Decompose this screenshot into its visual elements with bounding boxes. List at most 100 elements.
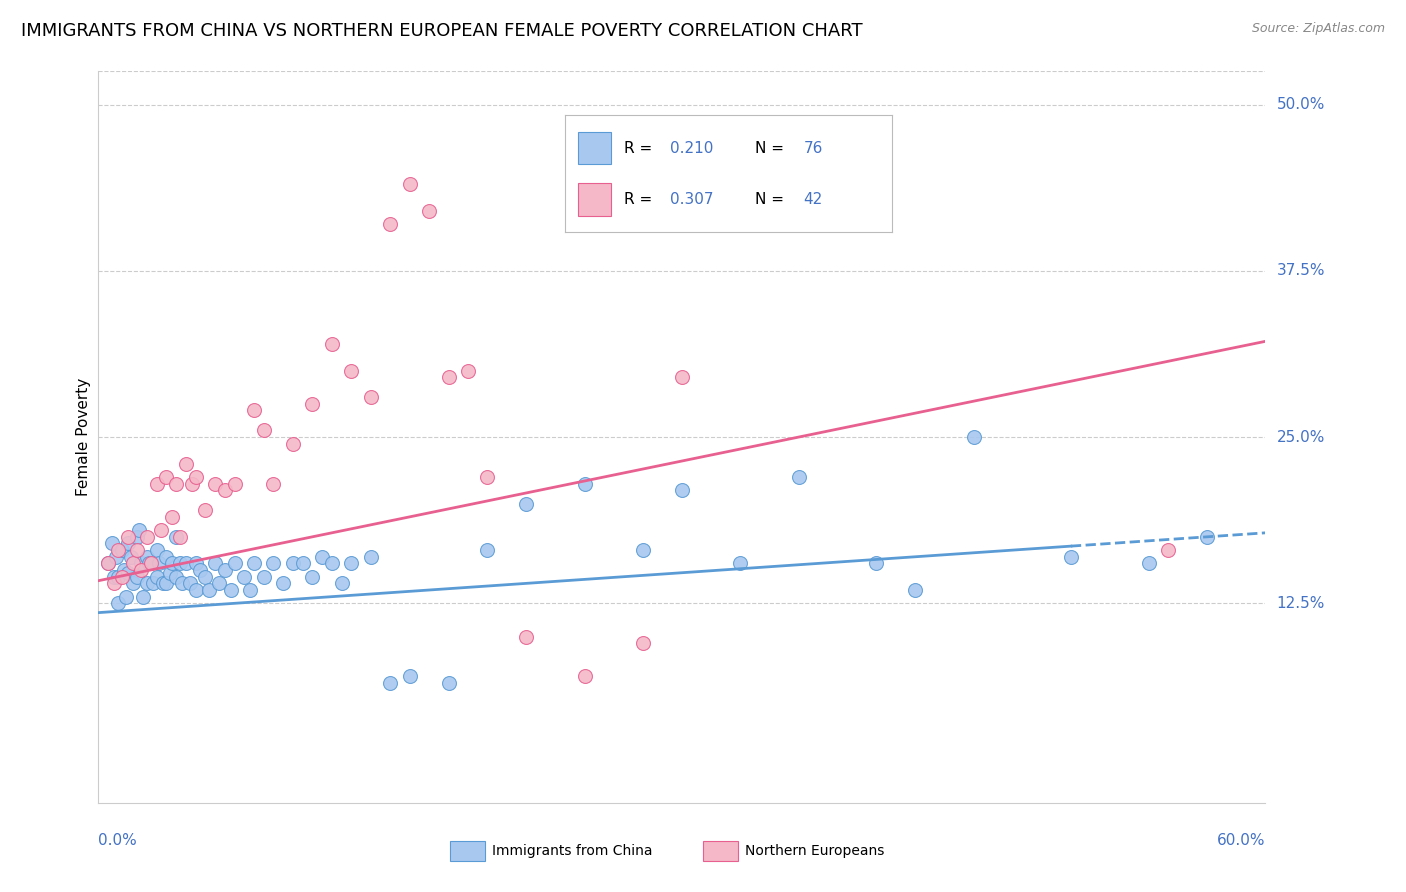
Point bbox=[281, 557, 304, 571]
Point bbox=[243, 403, 266, 417]
Point bbox=[146, 543, 169, 558]
Point bbox=[139, 557, 162, 571]
Point bbox=[787, 470, 810, 484]
Point bbox=[122, 557, 145, 571]
Point bbox=[155, 470, 177, 484]
Point bbox=[457, 363, 479, 377]
Point bbox=[103, 576, 125, 591]
Point bbox=[162, 557, 184, 571]
Point bbox=[214, 483, 236, 498]
Point bbox=[321, 557, 343, 571]
Point bbox=[574, 476, 596, 491]
Point bbox=[262, 557, 284, 571]
Point bbox=[1157, 543, 1180, 558]
Point bbox=[515, 497, 537, 511]
Point bbox=[184, 470, 207, 484]
Point bbox=[631, 543, 654, 558]
Point bbox=[239, 582, 262, 597]
Point bbox=[865, 557, 887, 571]
Text: N =: N = bbox=[755, 192, 789, 207]
Text: Source: ZipAtlas.com: Source: ZipAtlas.com bbox=[1251, 22, 1385, 36]
Point bbox=[437, 370, 460, 384]
Point bbox=[233, 570, 256, 584]
Text: 0.307: 0.307 bbox=[669, 192, 713, 207]
FancyBboxPatch shape bbox=[578, 183, 612, 216]
Point bbox=[340, 363, 363, 377]
Point bbox=[188, 563, 211, 577]
Point bbox=[330, 576, 353, 591]
Point bbox=[253, 424, 276, 438]
Point bbox=[671, 483, 693, 498]
Point bbox=[112, 563, 135, 577]
Point bbox=[204, 557, 226, 571]
Point bbox=[281, 436, 304, 450]
Point bbox=[155, 549, 177, 564]
Text: IMMIGRANTS FROM CHINA VS NORTHERN EUROPEAN FEMALE POVERTY CORRELATION CHART: IMMIGRANTS FROM CHINA VS NORTHERN EUROPE… bbox=[21, 22, 863, 40]
Point bbox=[155, 576, 177, 591]
Point bbox=[224, 476, 246, 491]
Point bbox=[111, 543, 134, 558]
Point bbox=[101, 536, 124, 550]
Point bbox=[117, 566, 139, 580]
Point bbox=[437, 676, 460, 690]
Text: 37.5%: 37.5% bbox=[1277, 263, 1324, 278]
Point bbox=[174, 557, 197, 571]
Text: 76: 76 bbox=[804, 141, 823, 155]
Point bbox=[253, 570, 276, 584]
Text: 42: 42 bbox=[804, 192, 823, 207]
Point bbox=[169, 530, 191, 544]
Point bbox=[198, 582, 221, 597]
Point bbox=[224, 557, 246, 571]
Point bbox=[515, 630, 537, 644]
Point bbox=[418, 204, 440, 219]
Point bbox=[271, 576, 294, 591]
Point bbox=[117, 530, 139, 544]
Point bbox=[1137, 557, 1160, 571]
Text: 0.0%: 0.0% bbox=[98, 833, 138, 848]
Point bbox=[165, 530, 187, 544]
Point bbox=[194, 503, 217, 517]
Point bbox=[165, 570, 187, 584]
Point bbox=[262, 476, 284, 491]
Point bbox=[142, 576, 165, 591]
Point bbox=[477, 470, 499, 484]
Point bbox=[103, 570, 125, 584]
Point bbox=[243, 557, 266, 571]
Point bbox=[107, 570, 129, 584]
Point bbox=[107, 596, 129, 610]
Text: 0.210: 0.210 bbox=[669, 141, 713, 155]
Point bbox=[219, 582, 242, 597]
Point bbox=[301, 397, 323, 411]
Point bbox=[159, 566, 181, 580]
Point bbox=[311, 549, 333, 564]
Point bbox=[631, 636, 654, 650]
Point bbox=[962, 430, 984, 444]
Point bbox=[301, 570, 323, 584]
Point bbox=[121, 549, 143, 564]
Point bbox=[136, 576, 159, 591]
Point bbox=[194, 570, 217, 584]
Point bbox=[128, 523, 150, 537]
Point bbox=[152, 576, 174, 591]
Point bbox=[111, 570, 134, 584]
Point bbox=[146, 476, 169, 491]
Point bbox=[127, 543, 149, 558]
Point bbox=[127, 530, 149, 544]
Point bbox=[184, 557, 207, 571]
Text: R =: R = bbox=[624, 141, 657, 155]
Text: 60.0%: 60.0% bbox=[1218, 833, 1265, 848]
Point bbox=[162, 509, 184, 524]
Point bbox=[378, 217, 402, 231]
Text: 12.5%: 12.5% bbox=[1277, 596, 1324, 611]
Point bbox=[127, 570, 149, 584]
Text: 50.0%: 50.0% bbox=[1277, 97, 1324, 112]
Point bbox=[148, 557, 170, 571]
Text: R =: R = bbox=[624, 192, 657, 207]
Point bbox=[179, 576, 201, 591]
Point bbox=[104, 549, 127, 564]
Point bbox=[97, 557, 120, 571]
Point bbox=[129, 557, 152, 571]
Point bbox=[730, 557, 752, 571]
Point bbox=[477, 543, 499, 558]
Point bbox=[574, 669, 596, 683]
